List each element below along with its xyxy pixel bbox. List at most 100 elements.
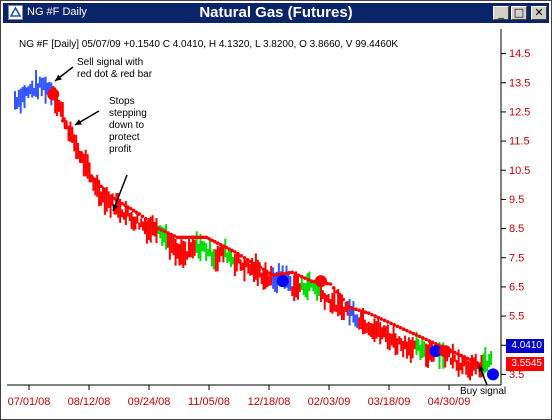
stop-dot: [389, 321, 393, 326]
stop-dot: [430, 340, 435, 345]
stop-dot: [335, 289, 339, 294]
stop-dot: [230, 248, 234, 253]
stop-dot: [181, 235, 186, 240]
stops-arrow-1-head: [75, 119, 82, 125]
stop-dot: [169, 232, 173, 237]
minimize-button[interactable]: _: [493, 6, 509, 20]
stop-dot: [239, 254, 244, 258]
stop-dot: [108, 194, 113, 199]
signal-dot: [276, 275, 289, 288]
stop-dot: [210, 238, 214, 243]
y-tick-label: 14.5: [509, 48, 530, 60]
x-tick-label: 07/01/08: [8, 396, 51, 408]
signal-dot: [314, 275, 327, 288]
stop-dot: [123, 203, 127, 208]
stop-dot: [264, 269, 269, 274]
stop-dot: [83, 164, 87, 169]
stops-annotation: Stops stepping down to protect profit: [109, 96, 147, 155]
stop-dot: [233, 250, 237, 254]
stops-arrow-2-shaft: [112, 174, 128, 212]
stop-dot: [215, 241, 220, 245]
stop-dot: [277, 272, 282, 277]
stop-dot: [89, 174, 94, 178]
stop-dot: [156, 226, 161, 231]
x-tick-label: 11/05/08: [188, 396, 230, 408]
stop-dot: [456, 352, 460, 356]
stop-dot: [462, 355, 467, 359]
maximize-button[interactable]: □: [511, 6, 527, 20]
stop-dot: [70, 139, 75, 143]
stop-dot: [357, 308, 361, 313]
last-price-box: 4.0410: [506, 339, 544, 353]
y-tick-label: 7.5: [509, 252, 524, 264]
close-button[interactable]: ✕: [531, 6, 547, 20]
stop-dot: [261, 267, 266, 272]
stop-dot: [258, 265, 263, 270]
stop-dot: [187, 235, 191, 240]
stop-dot: [424, 337, 428, 342]
stop-dot: [468, 358, 473, 362]
stop-dot: [338, 293, 342, 298]
y-tick-label: 12.5: [509, 106, 530, 118]
ohlc-info-line: NG #F [Daily] 05/07/09 +0.1540 C 4.0410,…: [19, 39, 399, 50]
stop-dot: [363, 310, 368, 314]
stop-dot: [102, 187, 107, 192]
stop-dot: [67, 132, 71, 137]
stop-dot: [99, 184, 103, 189]
y-tick-label: 10.5: [509, 165, 530, 177]
stop-dot: [92, 177, 97, 182]
stop-dot: [408, 330, 412, 334]
stop-dot: [284, 271, 288, 276]
stop-dot: [221, 244, 226, 248]
stop-dot: [96, 181, 100, 185]
stop-price-box: 3.5545: [506, 357, 544, 371]
stop-dot: [236, 252, 240, 256]
stop-dot: [405, 328, 409, 333]
stop-dot: [143, 217, 148, 221]
stop-dot: [287, 271, 291, 275]
stop-dot: [433, 341, 438, 346]
x-tick-label: 12/18/08: [248, 396, 291, 408]
stop-dot: [414, 333, 419, 337]
stop-dot: [373, 314, 377, 318]
stop-dot: [126, 205, 130, 209]
stop-dot: [395, 324, 400, 329]
signal-dot: [429, 345, 442, 358]
stop-dot: [376, 315, 381, 320]
buy-arrow-head: [478, 365, 485, 372]
x-tick-label: 04/30/09: [428, 396, 471, 408]
stop-dot: [300, 274, 304, 279]
stop-dot: [80, 159, 84, 164]
y-tick-label: 8.5: [509, 223, 524, 235]
stop-dot: [382, 318, 387, 323]
stop-dot: [280, 271, 285, 276]
stop-dot: [224, 245, 229, 250]
stop-dot: [105, 191, 110, 195]
stop-dot: [366, 311, 371, 315]
stop-dot: [370, 312, 374, 317]
x-tick-label: 03/18/09: [368, 396, 411, 408]
stop-dot: [303, 276, 307, 280]
stop-dot: [166, 231, 170, 235]
stop-dot: [421, 336, 425, 340]
x-tick-label: 02/03/09: [308, 396, 351, 408]
stop-dot: [73, 146, 78, 150]
stops-arrow-2-head: [112, 204, 119, 211]
stop-dot: [268, 271, 272, 276]
stop-dot: [213, 239, 217, 244]
stop-dot: [175, 235, 180, 240]
title-bar[interactable]: NG #F Daily Natural Gas (Futures) _ □ ✕: [3, 3, 549, 23]
stop-dot: [218, 242, 223, 247]
stop-dot: [293, 271, 298, 276]
chart-svg: 14.513.512.511.510.59.58.57.56.55.54.53.…: [7, 29, 530, 408]
stop-dot: [398, 325, 403, 330]
plot-area[interactable]: 14.513.512.511.510.59.58.57.56.55.54.53.…: [3, 25, 549, 419]
stop-dot: [140, 214, 145, 219]
stop-dot: [309, 279, 314, 283]
stop-dot: [178, 235, 183, 240]
y-tick-label: 9.5: [509, 194, 524, 206]
stop-dot: [245, 257, 250, 262]
y-tick-label: 11.5: [509, 136, 530, 148]
stop-dot: [207, 236, 211, 241]
stop-dot: [354, 307, 358, 312]
